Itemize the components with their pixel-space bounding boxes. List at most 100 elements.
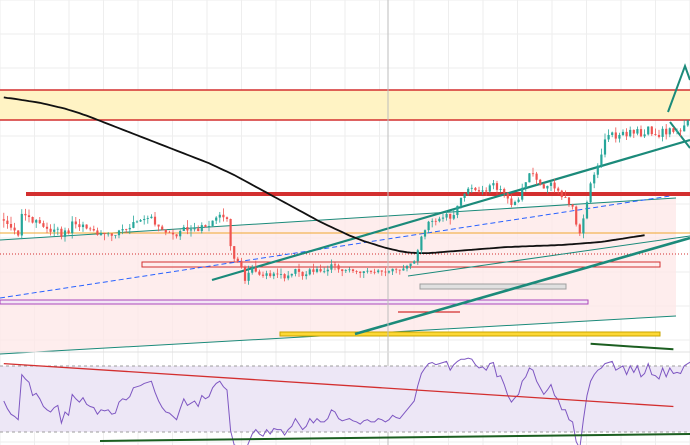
candle-up (377, 269, 380, 274)
candle-up (431, 218, 434, 228)
candle-body (114, 235, 117, 236)
candle-up (366, 267, 369, 274)
trendline-teal-up[interactable] (211, 138, 690, 282)
candle-down (557, 186, 560, 195)
candle-body (254, 267, 257, 272)
candle-up (683, 120, 686, 132)
candle-up (132, 215, 135, 229)
projection-path[interactable] (667, 63, 690, 113)
candle-body (629, 129, 632, 137)
candle-body (283, 274, 286, 279)
candle-body (521, 187, 524, 200)
candle-body (391, 268, 394, 272)
candle-body (279, 274, 283, 275)
candle-body (438, 218, 441, 222)
candle-body (531, 173, 535, 175)
candle-body (654, 134, 657, 135)
candle-body (301, 271, 304, 277)
candle-up (114, 235, 117, 239)
candle-down (103, 232, 106, 241)
candle-body (189, 229, 193, 231)
candle-down (276, 268, 279, 279)
candle-down (225, 216, 229, 222)
candle-body (175, 234, 178, 237)
trendline-teal-low[interactable] (407, 235, 690, 277)
purple-box-level[interactable] (0, 299, 589, 305)
candle-up (409, 263, 412, 270)
candle-up (413, 260, 416, 265)
candle-body (369, 270, 373, 272)
candle-body (49, 228, 52, 232)
dashed-blue-trend[interactable] (0, 195, 671, 299)
candle-down (333, 262, 337, 271)
candle-up (402, 264, 405, 271)
trendline-teal-long[interactable] (354, 236, 690, 336)
candle-body (535, 173, 538, 180)
candle-body (373, 271, 376, 273)
candle-up (675, 128, 679, 135)
candle-up (618, 132, 621, 143)
red-box-level[interactable] (141, 261, 661, 268)
candle-body (200, 225, 203, 231)
candle-body (675, 130, 679, 132)
candle-down (6, 215, 9, 229)
candle-body (657, 134, 661, 137)
candles (2, 119, 689, 285)
candle-up (315, 266, 319, 274)
candle-body (467, 188, 470, 194)
candle-down (9, 216, 13, 231)
candle-body (485, 190, 488, 192)
candle-up (81, 221, 85, 232)
candle-down (243, 265, 247, 284)
rsi-line (3, 342, 690, 445)
resistance-zone[interactable] (0, 90, 690, 120)
candle-body (53, 229, 56, 232)
candle-body (477, 190, 481, 192)
candle-body (204, 225, 207, 227)
candle-up (287, 271, 290, 281)
candle-up (621, 129, 625, 137)
candle-down (535, 171, 538, 185)
candle-down (650, 126, 653, 137)
yellow-box-level[interactable] (279, 331, 661, 337)
candle-body (193, 228, 196, 230)
candle-down (175, 234, 178, 239)
candle-body (665, 128, 668, 135)
candle-down (395, 268, 398, 274)
candle-down (553, 178, 556, 193)
candle-up (272, 271, 275, 280)
candle-up (71, 216, 74, 239)
candle-down (672, 127, 675, 134)
candle-up (423, 229, 427, 240)
candle-up (218, 211, 221, 223)
candle-body (474, 187, 477, 191)
candle-up (611, 131, 614, 138)
candle-down (85, 224, 88, 230)
candle-body (341, 269, 344, 272)
candle-down (398, 269, 401, 275)
candle-body (326, 269, 329, 272)
gray-box-level[interactable] (419, 283, 567, 290)
candle-body (359, 271, 362, 273)
candle-body (672, 128, 675, 132)
candle-down (319, 264, 322, 273)
candle-body (564, 197, 567, 198)
candle-up (416, 248, 419, 265)
candle-body (398, 269, 401, 271)
candle-body (171, 232, 175, 235)
candle-down (449, 213, 452, 225)
candle-up (427, 220, 430, 234)
candle-up (344, 269, 347, 273)
candle-body (567, 197, 571, 205)
candle-body (470, 187, 473, 189)
candle-down (380, 270, 383, 276)
candle-body (323, 271, 326, 273)
range-channel[interactable] (0, 198, 676, 354)
candle-up (521, 183, 524, 202)
candle-body (179, 231, 182, 237)
candle-up (207, 220, 211, 232)
projection-branch[interactable] (669, 121, 690, 149)
candle-down (78, 218, 81, 231)
candle-up (362, 271, 365, 279)
